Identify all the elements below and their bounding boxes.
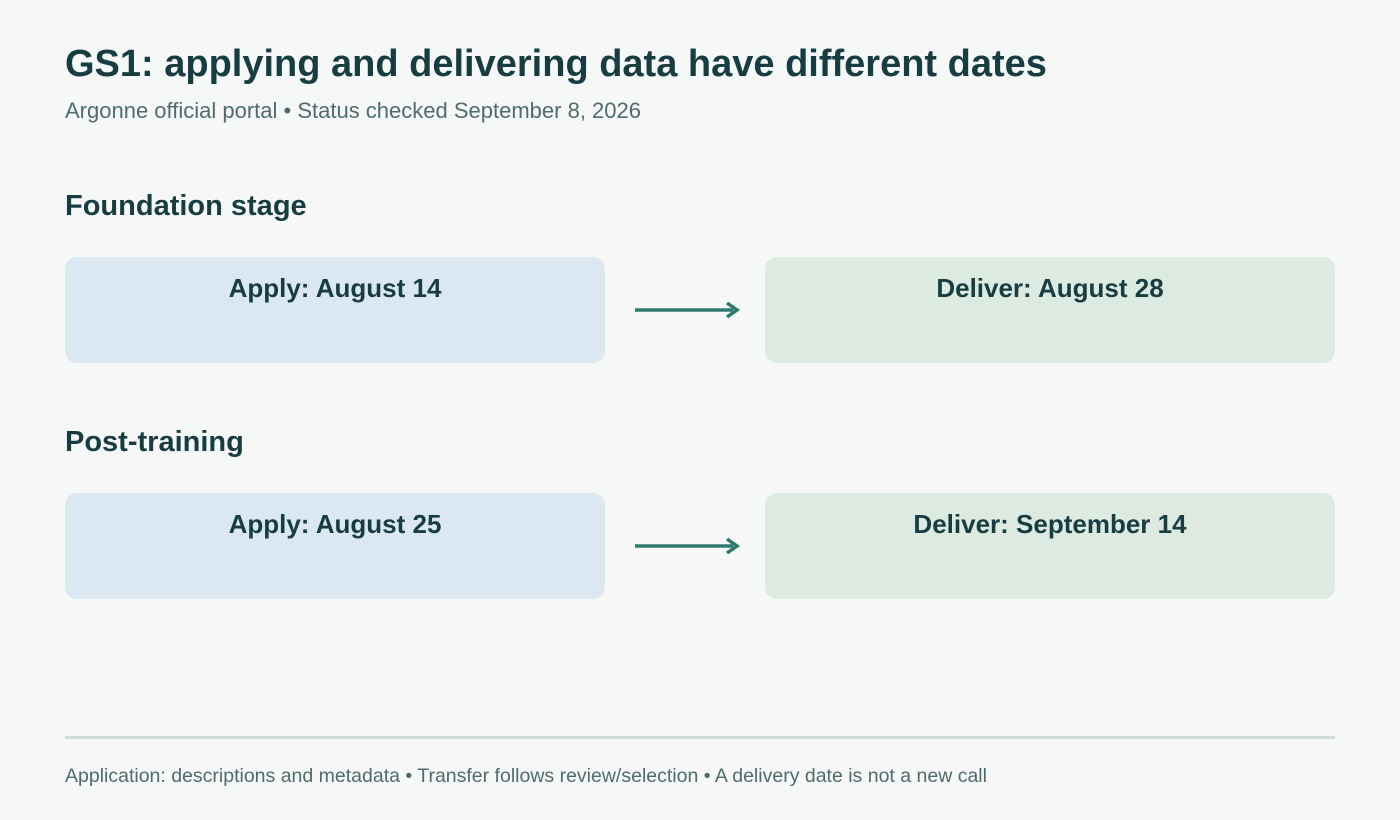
footer-divider <box>65 736 1335 739</box>
right-arrow-icon <box>635 537 741 555</box>
page-title: GS1: applying and delivering data have d… <box>65 43 1047 85</box>
apply-date-label: Apply: August 14 <box>228 273 442 303</box>
timeline-row-post-training: Apply: August 25 Deliver: September 14 <box>65 493 1335 599</box>
footer-note: Application: descriptions and metadata •… <box>65 765 987 787</box>
apply-date-label: Apply: August 25 <box>228 509 442 539</box>
section-heading-foundation: Foundation stage <box>65 190 307 222</box>
deliver-date-label: Deliver: September 14 <box>913 509 1187 539</box>
deliver-date-box: Deliver: September 14 <box>765 493 1335 599</box>
timeline-row-foundation: Apply: August 14 Deliver: August 28 <box>65 257 1335 363</box>
page-subtitle: Argonne official portal • Status checked… <box>65 98 641 123</box>
apply-date-box: Apply: August 25 <box>65 493 605 599</box>
apply-date-box: Apply: August 14 <box>65 257 605 363</box>
deliver-date-label: Deliver: August 28 <box>936 273 1164 303</box>
deliver-date-box: Deliver: August 28 <box>765 257 1335 363</box>
section-heading-post-training: Post-training <box>65 426 244 458</box>
right-arrow-icon <box>635 301 741 319</box>
